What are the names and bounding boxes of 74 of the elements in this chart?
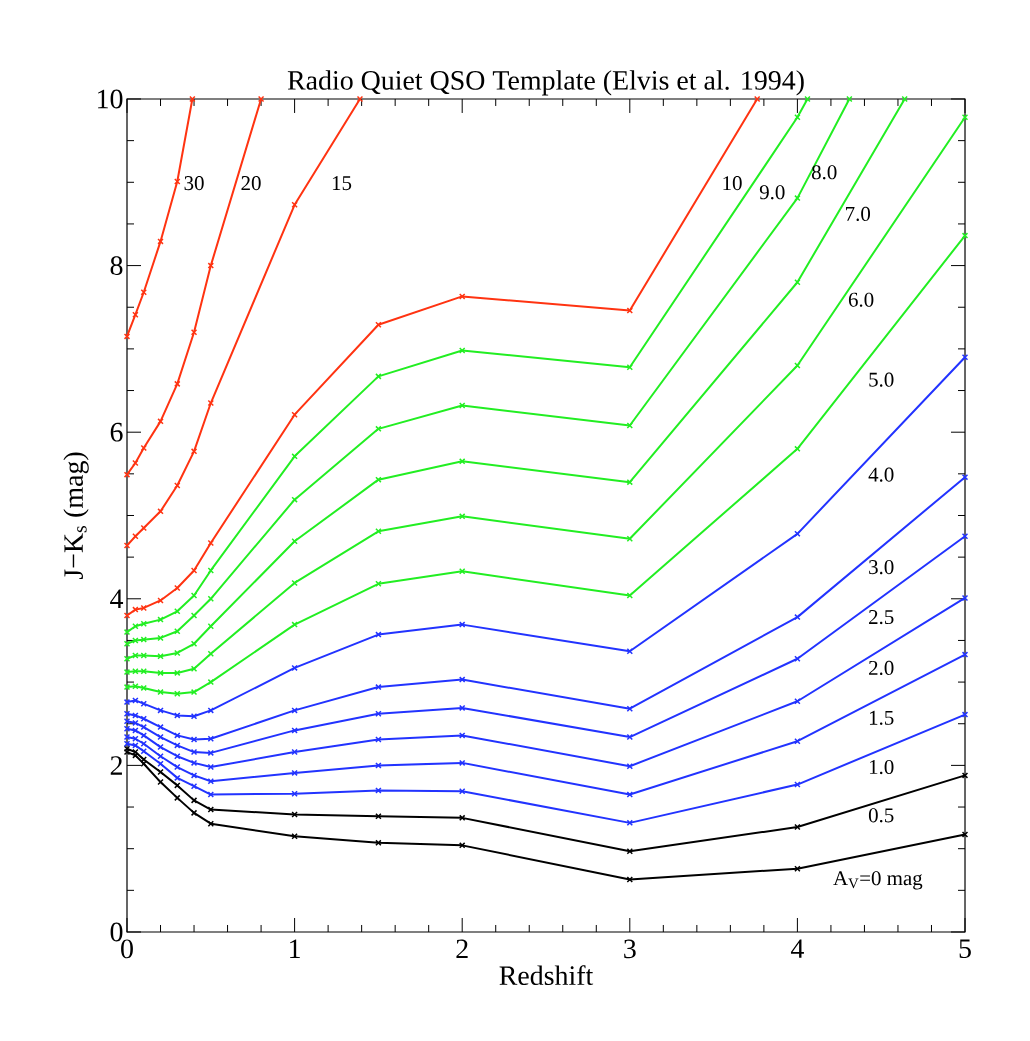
point [375, 736, 382, 743]
point [626, 363, 634, 371]
point [794, 362, 801, 369]
x-axis-title: Redshift [499, 965, 594, 986]
point [375, 373, 382, 380]
series-label: 0.5 [868, 808, 894, 823]
series-label: 3.0 [869, 560, 894, 575]
point [291, 707, 298, 714]
point [626, 847, 634, 855]
point [458, 787, 466, 795]
legend-label: A$_{V}$=0 mag [833, 871, 923, 890]
point [291, 621, 298, 628]
point [140, 620, 147, 627]
point [626, 535, 634, 543]
point [626, 648, 634, 655]
point [375, 787, 382, 794]
series-label: 9.0 [759, 185, 785, 200]
point [132, 697, 139, 704]
series-label: 30 [184, 176, 204, 191]
point [174, 628, 181, 635]
series-label: 2.0 [869, 660, 894, 676]
point [140, 740, 147, 747]
x-tick-label: 3 [624, 939, 636, 959]
series-label: 1.5 [869, 710, 894, 725]
point [140, 289, 147, 296]
series-label: 10 [723, 176, 742, 191]
point [132, 637, 139, 644]
x-tick-label: 5 [959, 939, 971, 959]
y-tick-label: 6 [110, 422, 123, 442]
point [174, 608, 181, 615]
x-tick-label: 2 [456, 939, 468, 958]
y-tick-label: 10 [98, 89, 123, 109]
point [174, 690, 181, 697]
point [356, 95, 364, 103]
point [257, 95, 265, 103]
point [375, 631, 382, 638]
point [291, 811, 298, 818]
point [207, 650, 215, 657]
x-tick-label: 4 [790, 939, 804, 958]
series-label: 6.0 [848, 292, 874, 307]
point [140, 748, 147, 755]
point [375, 762, 382, 769]
y-axis-title: J−K$_{s}$ (mag) [63, 452, 89, 580]
point [132, 727, 139, 734]
point [626, 763, 634, 770]
series-label: 8.0 [811, 165, 837, 180]
x-tick-label: 1 [290, 939, 300, 958]
point [291, 727, 298, 734]
y-tick-label: 8 [110, 256, 123, 275]
series-label: 1.0 [869, 759, 894, 775]
series-label: 20 [241, 176, 261, 191]
point [140, 700, 147, 707]
series-label: 7.0 [846, 206, 871, 222]
point [140, 715, 147, 722]
y-tick-label: 2 [110, 756, 122, 775]
point [132, 606, 139, 613]
point [157, 597, 164, 604]
y-tick-label: 0 [110, 922, 123, 942]
y-tick-label: 4 [110, 589, 124, 608]
point [207, 777, 215, 785]
point [794, 781, 801, 788]
point [190, 748, 198, 756]
point [132, 712, 139, 719]
point [132, 533, 139, 540]
point [626, 478, 634, 486]
series-label: 2.5 [869, 610, 894, 625]
point [132, 742, 139, 749]
chart-title: Radio Quiet QSO Template (Elvis et al. 1994) [287, 70, 804, 96]
series-label: 5.0 [869, 372, 894, 387]
point [174, 753, 181, 760]
point [207, 595, 215, 603]
series-label: 4.0 [868, 467, 894, 482]
point [626, 705, 634, 712]
series-label: 15 [332, 176, 352, 191]
